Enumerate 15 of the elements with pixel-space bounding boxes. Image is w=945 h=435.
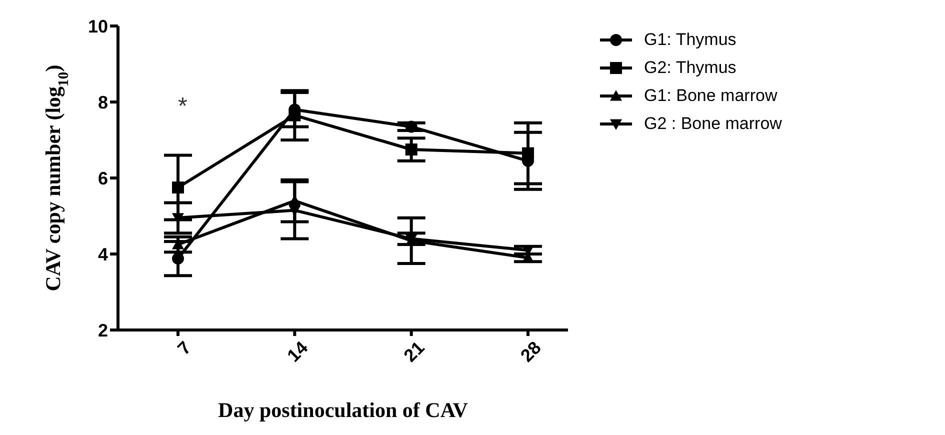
legend-label: G2 : Bone marrow — [644, 114, 782, 134]
y-tick-label: 10 — [88, 16, 108, 36]
y-tick-label: 2 — [98, 320, 108, 340]
y-tick-label: 4 — [98, 244, 108, 264]
annotation: * — [178, 93, 188, 121]
legend-label: G2: Thymus — [644, 58, 736, 78]
x-tick-label: 28 — [516, 338, 545, 366]
y-tick-label: 8 — [98, 92, 108, 112]
x-tick-label: 14 — [283, 338, 312, 366]
x-axis-title: Day postinoculation of CAV — [218, 398, 468, 422]
y-tick-label: 6 — [98, 168, 108, 188]
x-tick-label: 21 — [400, 338, 428, 366]
legend-label: G1: Bone marrow — [644, 86, 778, 106]
x-tick-label: 7 — [174, 338, 195, 359]
legend-label: G1: Thymus — [644, 30, 736, 50]
